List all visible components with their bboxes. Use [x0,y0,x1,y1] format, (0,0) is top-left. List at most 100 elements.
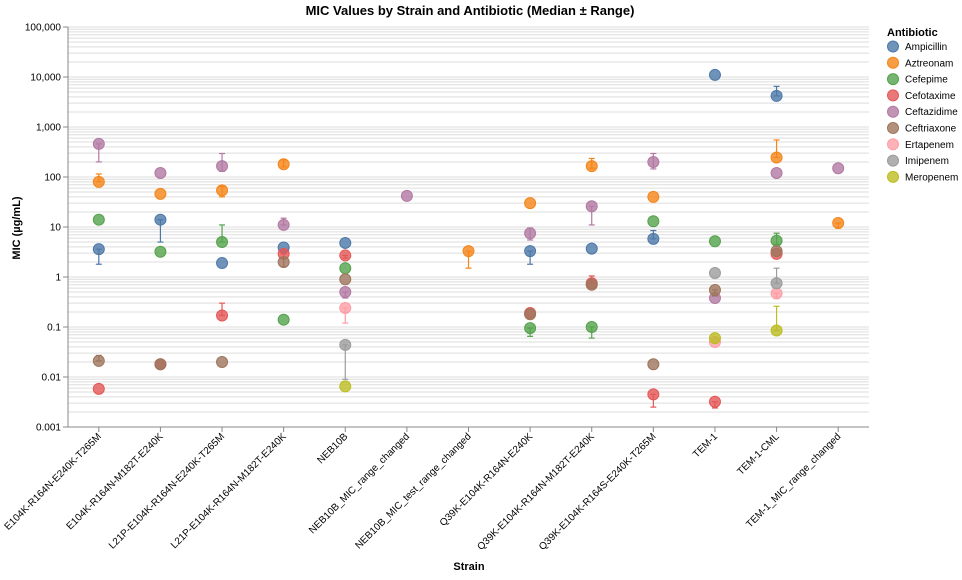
series-ampicillin [92,68,783,270]
data-point [585,160,598,173]
data-point [277,313,290,326]
data-point [277,218,290,231]
legend-label: Meropenem [905,172,958,183]
data-point [92,382,105,395]
data-point [770,245,783,258]
data-point [339,301,352,314]
x-axis-ticks: E104K-R164N-E240K-T265ME104K-R164N-M182T… [3,427,843,553]
series-ceftriaxone [92,245,783,371]
y-tick-label: 100,000 [25,23,62,34]
legend-swatch [887,40,899,53]
legend-title: Antibiotic [887,27,938,39]
series-cefepime [92,213,783,339]
legend-label: Cefotaxime [905,91,956,102]
x-tick-label: TEM-1-CML [735,431,782,478]
data-point [647,155,660,168]
data-point [770,89,783,102]
data-point [339,380,352,393]
legend-swatch [887,138,899,151]
data-point [585,321,598,333]
x-tick-label: L21P-E104K-R164N-M182T-E240K [169,431,289,551]
legend-swatch [887,122,899,134]
y-axis-title: MIC (µg/mL) [11,196,23,259]
data-point [277,158,290,171]
data-point [524,227,537,240]
legend-swatch [887,154,899,167]
x-tick-label: NEB10B [315,431,350,466]
data-point [832,217,845,230]
series-aztreonam [92,139,845,269]
x-axis-title: Strain [453,561,484,573]
series-meropenem [339,305,783,393]
y-tick-label: 1,000 [36,123,61,134]
legend-label: Imipenem [905,156,949,167]
data-point [708,267,721,280]
y-tick-label: 0.1 [47,323,61,334]
data-point [339,338,352,351]
data-point [339,249,352,262]
data-point [216,309,229,322]
data-point [400,189,413,202]
data-point [708,235,721,248]
data-point [92,354,105,367]
chart-title: MIC Values by Strain and Antibiotic (Med… [306,3,635,18]
data-point [154,187,167,200]
data-point [154,245,167,258]
data-point [154,358,167,371]
y-tick-label: 100 [44,173,61,184]
data-point [339,273,352,286]
data-point [216,257,229,270]
legend-swatch [887,73,899,86]
x-tick-label: NEB10B_MIC_test_range_changed [353,431,473,551]
data-point [770,167,783,180]
data-point [647,190,660,203]
x-tick-label: Q39K-E104K-R164S-E240K-T265M [537,431,658,552]
data-point [708,332,721,345]
data-marks [92,68,845,409]
data-point [462,245,475,258]
data-point [216,236,229,249]
legend-item: Ampicillin [887,40,947,53]
legend-label: Ceftriaxone [905,124,957,135]
data-point [647,232,660,245]
legend-swatch [887,56,899,69]
x-tick-label: TEM-1 [691,431,720,460]
data-point [524,322,537,335]
y-axis-ticks: 0.001 0.01 0.1 1 10 100 1,000 10,000 100,000 [25,23,68,434]
data-point [708,283,721,296]
data-point [708,68,721,81]
legend-item: Aztreonam [887,56,953,69]
y-tick-label: 0.001 [36,423,61,434]
data-point [708,395,721,408]
data-point [92,243,105,256]
legend-label: Ertapenem [905,140,954,151]
legend-item: Meropenem [887,170,958,183]
legend-item: Imipenem [887,154,949,167]
legend-label: Cefepime [905,75,948,86]
legend-item: Cefotaxime [887,89,956,102]
data-point [524,308,537,321]
legend-label: Aztreonam [905,58,953,69]
data-point [647,388,660,401]
data-point [832,162,845,175]
series-cefotaxime [92,247,783,409]
x-tick-label: L21P-E104K-R164N-E240K-T265M [107,431,227,551]
data-point [770,324,783,337]
legend-item: Ertapenem [887,138,954,151]
data-point [92,175,105,188]
data-point [770,151,783,164]
legend-item: Ceftazidime [887,105,958,118]
legend-label: Ceftazidime [905,107,958,118]
data-point [585,200,598,213]
data-point [339,236,352,249]
data-point [524,245,537,258]
data-point [770,234,783,247]
data-point [216,355,229,368]
data-point [92,213,105,226]
legend: Antibiotic Ampicillin Aztreonam Cefepime Ce… [887,27,958,183]
legend-item: Ceftriaxone [887,122,957,135]
x-tick-label: E104K-R164N-E240K-T265M [3,431,104,532]
data-point [585,242,598,255]
data-point [770,287,783,300]
